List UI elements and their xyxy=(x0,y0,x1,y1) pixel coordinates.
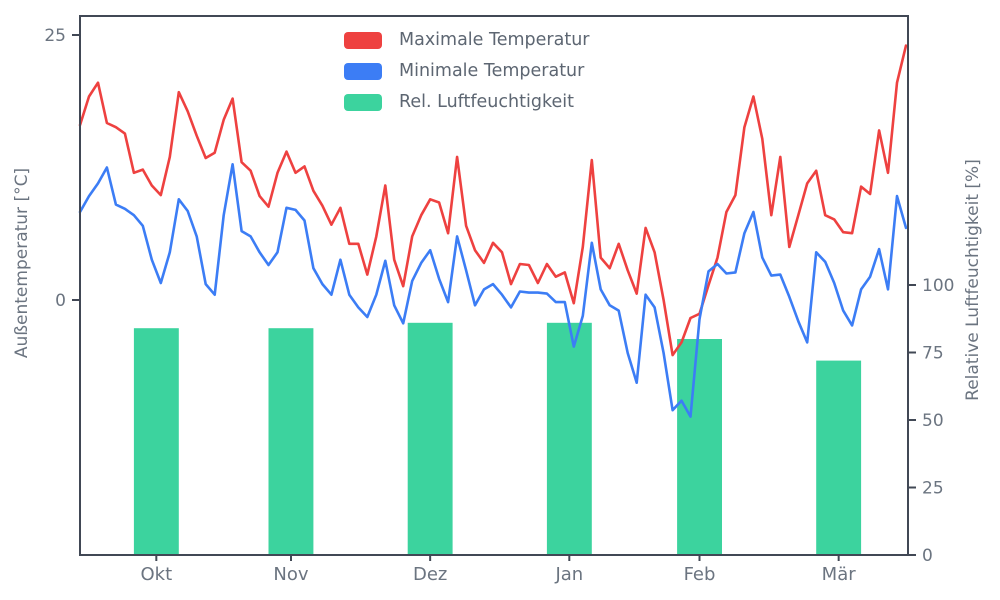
y-left-tick-label: 0 xyxy=(55,291,66,311)
humidity-swatch-icon xyxy=(344,93,382,111)
max-temp-swatch-icon xyxy=(344,31,382,49)
humidity-bar-Nov xyxy=(268,328,314,554)
y-left-axis-label: Außentemperatur [°C] xyxy=(12,167,32,359)
legend-label: Minimale Temperatur xyxy=(399,61,585,81)
x-tick-label-Dez: Dez xyxy=(413,564,447,585)
legend-item-min-temp: Minimale Temperatur xyxy=(344,61,589,81)
min-temp-line xyxy=(78,163,908,418)
y-right-tick-label: 25 xyxy=(922,479,944,499)
humidity-bar-Mär xyxy=(816,360,862,554)
y-left-tick-label: 25 xyxy=(44,26,66,46)
x-tick-label-Nov: Nov xyxy=(273,564,308,585)
max-temp-line xyxy=(78,44,908,357)
x-tick-label-Mär: Mär xyxy=(822,564,857,585)
y-right-tick-label: 50 xyxy=(922,411,944,431)
legend-item-humidity: Rel. Luftfeuchtigkeit xyxy=(344,92,589,112)
y-right-axis-label: Relative Luftfeuchtigkeit [%] xyxy=(963,159,983,401)
legend: Maximale Temperatur Minimale Temperatur … xyxy=(344,30,589,112)
humidity-bar-Dez xyxy=(407,322,453,554)
y-right-tick-label: 75 xyxy=(922,344,944,364)
y-right-tick-label: 100 xyxy=(922,276,954,296)
y-right-tick-label: 0 xyxy=(922,546,933,566)
legend-item-max-temp: Maximale Temperatur xyxy=(344,30,589,50)
humidity-bar-Okt xyxy=(133,328,179,554)
x-tick-label-Feb: Feb xyxy=(684,564,716,585)
legend-label: Maximale Temperatur xyxy=(399,30,590,50)
x-tick-label-Jan: Jan xyxy=(554,564,583,585)
min-temp-swatch-icon xyxy=(344,62,382,80)
humidity-bar-Feb xyxy=(677,339,722,554)
humidity-bar-Jan xyxy=(546,322,592,554)
legend-label: Rel. Luftfeuchtigkeit xyxy=(399,92,574,112)
x-tick-label-Okt: Okt xyxy=(140,564,172,585)
